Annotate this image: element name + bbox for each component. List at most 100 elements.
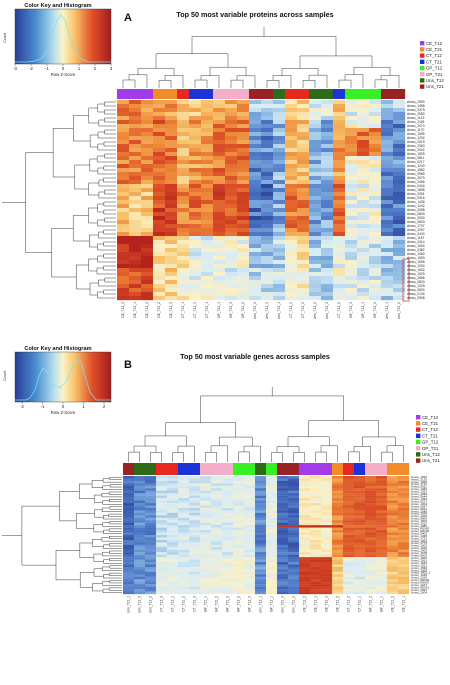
heatmap-cell: [297, 152, 310, 157]
heatmap-cell: [310, 554, 322, 558]
heatmap-cell: [244, 503, 256, 506]
heatmap-cell: [117, 232, 130, 237]
heatmap-cell: [321, 296, 334, 301]
heatmap-cell: [233, 510, 245, 514]
row-label: Amsu_1578: [411, 551, 427, 555]
heatmap-cell: [177, 240, 190, 245]
heatmap-cell: [211, 542, 223, 545]
heatmap-cell: [285, 192, 298, 197]
heatmap-cell: [244, 488, 256, 491]
heatmap-cell: [225, 248, 238, 253]
heatmap-cell: [153, 192, 166, 197]
heatmap-cell: [123, 542, 135, 545]
heatmap-cell: [387, 586, 399, 590]
heatmap-cell: [288, 537, 300, 541]
heatmap-cell: [297, 292, 310, 297]
heatmap-cell: [134, 498, 146, 501]
heatmap-cell: [310, 525, 322, 528]
heatmap-cell: [277, 512, 289, 516]
heatmap-cell: [134, 503, 146, 506]
heatmap-cell: [201, 280, 214, 285]
heatmap-cell: [393, 196, 406, 201]
heatmap-cell: [233, 579, 245, 582]
heatmap-cell: [249, 148, 262, 153]
heatmap-cell: [369, 284, 382, 289]
column-label: GP_T12_3: [349, 302, 353, 318]
heatmap-cell: [332, 542, 344, 545]
heatmap-cell: [134, 547, 146, 550]
heatmap-cell: [321, 224, 334, 229]
heatmap-cell: [167, 493, 179, 496]
heatmap-cell: [354, 507, 366, 511]
heatmap-cell: [222, 547, 234, 550]
row-label: Amsu_1653: [411, 561, 427, 565]
heatmap-cell: [277, 510, 289, 514]
heatmap-cell: [177, 296, 190, 301]
heatmap-cell: [393, 236, 406, 241]
heatmap-cell: [261, 204, 274, 209]
heatmap-cell: [285, 284, 298, 289]
heatmap-cell: [376, 544, 388, 548]
heatmap-cell: [310, 539, 322, 543]
heatmap-cell: [255, 522, 267, 526]
heatmap-cell: [189, 136, 202, 141]
heatmap-cell: [201, 260, 214, 265]
heatmap-cell: [357, 268, 370, 273]
heatmap-cell: [288, 566, 300, 570]
heatmap-cell: [213, 280, 226, 285]
row-dendrogram-branch: [104, 189, 116, 195]
column-label: Uns_T21_3: [265, 302, 269, 319]
heatmap-cell: [249, 152, 262, 157]
heatmap-cell: [376, 579, 388, 582]
heatmap-cell: [266, 532, 278, 536]
heatmap-cell: [244, 520, 256, 523]
heatmap-cell: [357, 208, 370, 213]
heatmap-cell: [233, 564, 245, 568]
heatmap-cell: [376, 564, 388, 568]
heatmap-cell: [211, 503, 223, 506]
row-label: Amsu_1552: [407, 168, 425, 172]
heatmap-cell: [345, 128, 358, 133]
heatmap-cell: [165, 112, 178, 117]
column-dendrogram-branch: [219, 436, 253, 447]
heatmap-cell: [288, 557, 300, 560]
heatmap-cell: [145, 522, 157, 526]
heatmap-cell: [332, 493, 344, 496]
heatmap-cell: [167, 542, 179, 545]
heatmap-cell: [237, 240, 250, 245]
heatmap-cell: [381, 248, 394, 253]
heatmap-cell: [299, 539, 311, 543]
heatmap-cell: [398, 478, 410, 482]
heatmap-cell: [145, 480, 157, 484]
heatmap-cell: [273, 136, 286, 141]
heatmap-cell: [285, 224, 298, 229]
heatmap-cell: [123, 520, 135, 523]
heatmap-cell: [255, 505, 267, 509]
heatmap-cell: [233, 503, 245, 506]
heatmap-cell: [145, 510, 157, 514]
legend-a: CE_T12CE_T21CT_T12CT_T21GP_T12GP_T21Uns_…: [420, 41, 444, 89]
heatmap-cell: [156, 527, 168, 531]
heatmap-cell: [123, 584, 135, 587]
heatmap-cell: [398, 505, 410, 509]
heatmap-cell: [321, 204, 334, 209]
legend-swatch: [420, 41, 425, 46]
heatmap-cell: [309, 128, 322, 133]
heatmap-cell: [165, 136, 178, 141]
heatmap-cell: [233, 571, 245, 575]
heatmap-cell: [393, 288, 406, 293]
heatmap-cell: [222, 476, 234, 479]
heatmap-cell: [129, 164, 142, 169]
heatmap-cell: [345, 136, 358, 141]
legend-label: Uns_T21: [426, 84, 444, 89]
heatmap-cell: [285, 248, 298, 253]
heatmap-cell: [309, 268, 322, 273]
heatmap-cell: [153, 256, 166, 261]
heatmap-cell: [393, 144, 406, 149]
heatmap-cell: [244, 500, 256, 504]
heatmap-cell: [387, 571, 399, 575]
heatmap-cell: [376, 547, 388, 550]
heatmap-cell: [189, 124, 202, 129]
column-color-cell: [357, 89, 370, 99]
heatmap-cell: [225, 200, 238, 205]
